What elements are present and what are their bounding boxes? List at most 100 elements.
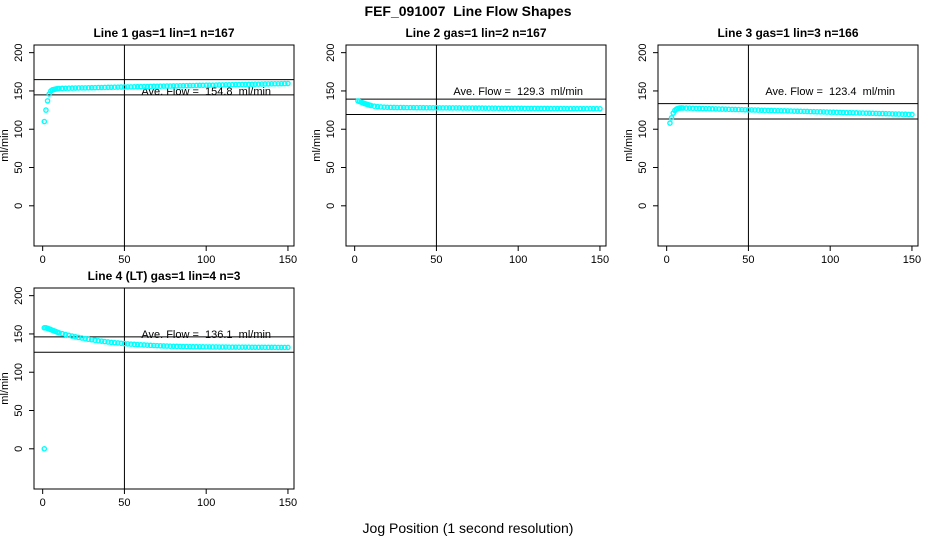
data-point bbox=[889, 111, 896, 117]
data-points bbox=[41, 325, 291, 452]
data-point bbox=[69, 333, 75, 339]
data-point bbox=[285, 344, 291, 351]
data-point bbox=[223, 82, 229, 88]
data-point bbox=[209, 82, 216, 88]
data-point bbox=[899, 111, 905, 117]
data-point bbox=[797, 108, 804, 115]
x-tick-label: 50 bbox=[118, 497, 130, 509]
data-points bbox=[355, 98, 603, 112]
y-tick-label: 150 bbox=[325, 82, 337, 100]
data-point bbox=[876, 110, 883, 117]
data-point bbox=[443, 105, 450, 111]
plot-box bbox=[33, 287, 295, 490]
plot-box bbox=[33, 44, 295, 247]
data-point bbox=[206, 82, 213, 88]
data-point bbox=[580, 105, 587, 112]
data-point bbox=[213, 82, 219, 88]
data-point bbox=[397, 104, 404, 111]
data-point bbox=[121, 84, 128, 90]
data-point bbox=[722, 106, 729, 112]
data-point bbox=[515, 105, 521, 112]
data-point bbox=[768, 107, 775, 114]
data-point bbox=[62, 331, 69, 338]
data-point bbox=[755, 107, 762, 113]
data-point bbox=[593, 105, 600, 112]
data-point bbox=[417, 104, 423, 111]
data-point bbox=[157, 343, 164, 349]
data-point bbox=[147, 342, 154, 349]
data-point bbox=[778, 107, 784, 114]
data-point bbox=[703, 105, 709, 112]
x-tick-label: 100 bbox=[821, 254, 839, 266]
data-point bbox=[824, 109, 830, 115]
y-tick-label: 0 bbox=[13, 203, 25, 209]
y-axis-title: ml/min bbox=[0, 372, 11, 404]
data-point bbox=[827, 109, 833, 115]
y-tick-label: 150 bbox=[637, 82, 649, 100]
data-point bbox=[391, 104, 397, 111]
data-point bbox=[147, 83, 154, 90]
data-point bbox=[551, 105, 557, 112]
data-point bbox=[410, 104, 417, 111]
data-point bbox=[472, 105, 479, 111]
data-point bbox=[869, 110, 876, 117]
data-point bbox=[686, 105, 693, 111]
data-point bbox=[735, 106, 742, 113]
y-tick-label: 50 bbox=[13, 404, 25, 416]
data-point bbox=[131, 84, 138, 90]
data-point bbox=[79, 335, 85, 341]
subplot-title: Line 4 (LT) gas=1 lin=4 n=3 bbox=[88, 269, 241, 283]
data-point bbox=[124, 341, 131, 347]
data-point bbox=[739, 106, 745, 113]
data-point bbox=[102, 84, 108, 91]
x-tick-label: 150 bbox=[591, 254, 609, 266]
data-point bbox=[856, 110, 863, 116]
data-point bbox=[200, 344, 206, 350]
data-point bbox=[160, 83, 167, 89]
data-point bbox=[144, 83, 151, 90]
subplot-title: Line 1 gas=1 lin=1 n=167 bbox=[93, 26, 234, 40]
data-point bbox=[476, 105, 482, 111]
data-point bbox=[696, 105, 703, 112]
data-point bbox=[706, 105, 712, 112]
x-tick-label: 0 bbox=[40, 497, 46, 509]
data-point bbox=[88, 336, 95, 343]
data-point bbox=[229, 81, 236, 88]
data-point bbox=[466, 105, 472, 111]
data-point bbox=[157, 83, 164, 89]
data-point bbox=[414, 104, 420, 111]
data-point bbox=[219, 82, 226, 88]
data-point bbox=[275, 80, 281, 87]
data-point bbox=[111, 84, 118, 90]
data-point bbox=[92, 337, 98, 344]
data-point bbox=[693, 105, 699, 112]
data-point bbox=[88, 84, 95, 91]
data-point bbox=[807, 108, 814, 115]
data-point bbox=[745, 107, 752, 113]
data-point bbox=[489, 105, 495, 111]
data-point bbox=[840, 109, 847, 116]
data-point bbox=[66, 85, 72, 91]
data-point bbox=[518, 105, 525, 112]
data-point bbox=[732, 106, 739, 113]
data-point bbox=[873, 110, 879, 117]
x-axis: 0 50 100 150 bbox=[40, 489, 297, 509]
data-point bbox=[190, 343, 196, 350]
data-point bbox=[242, 81, 249, 88]
data-point bbox=[229, 344, 236, 350]
y-tick-label: 50 bbox=[325, 161, 337, 173]
data-point bbox=[258, 81, 265, 87]
x-tick-label: 50 bbox=[430, 254, 442, 266]
data-point bbox=[479, 105, 486, 111]
data-point bbox=[833, 109, 840, 116]
subplot-4: 0 50 100 150 0 50 100 150 200 ml/min Line 4 (LT) g… bbox=[0, 269, 297, 509]
data-point bbox=[160, 343, 167, 349]
data-point bbox=[512, 105, 518, 112]
data-point bbox=[41, 118, 48, 125]
x-axis: 0 50 100 150 bbox=[352, 246, 609, 266]
data-point bbox=[541, 105, 548, 112]
subplot-2: 0 50 100 150 0 50 100 150 200 ml/min Line 2 gas=1 … bbox=[311, 26, 609, 266]
data-point bbox=[699, 105, 706, 112]
subplot-title: Line 3 gas=1 lin=3 n=166 bbox=[717, 26, 858, 40]
data-point bbox=[492, 105, 499, 111]
